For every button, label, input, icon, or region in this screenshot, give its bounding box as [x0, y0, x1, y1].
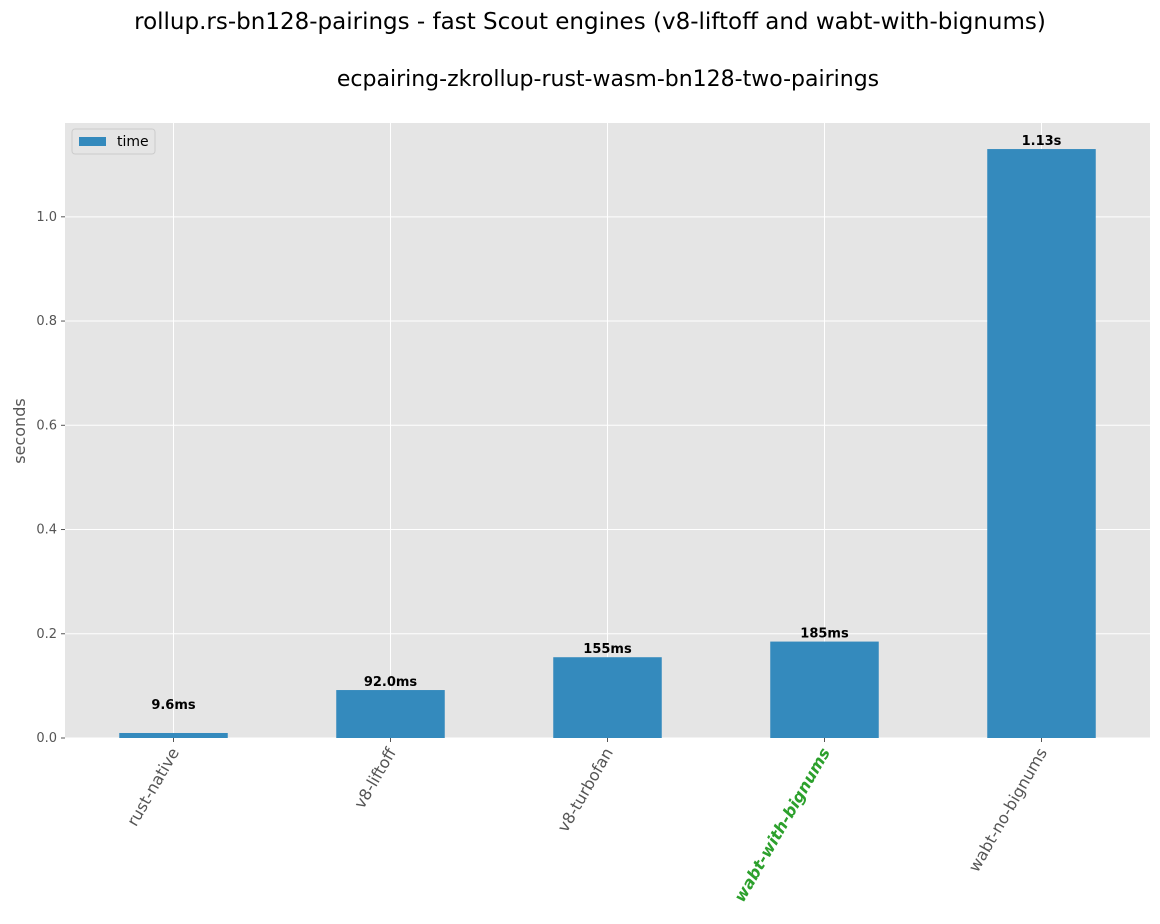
y-tick-label-1: 0.2 — [36, 627, 57, 642]
legend-label-time: time — [117, 134, 149, 150]
x-tick-label-wabt-no-bignums: wabt-no-bignums — [964, 745, 1050, 876]
y-tick-label-2: 0.4 — [36, 523, 57, 538]
x-tick-label-v8-turbofan: v8-turbofan — [554, 745, 617, 836]
chart-title: ecpairing-zkrollup-rust-wasm-bn128-two-p… — [337, 67, 879, 92]
bar-value-label-wabt-with-bignums: 185ms — [800, 627, 849, 642]
y-tick-label-0: 0.0 — [36, 731, 57, 746]
legend: time — [71, 128, 156, 155]
y-axis-ticks: 0.0 0.2 0.4 0.6 0.8 1.0 — [36, 210, 65, 746]
bar-value-label-wabt-no-bignums: 1.13s — [1022, 134, 1062, 149]
bar-value-label-v8-liftoff: 92.0ms — [364, 675, 418, 690]
bar-wabt-with-bignums — [770, 641, 879, 738]
y-tick-label-5: 1.0 — [36, 210, 57, 225]
bar-value-label-rust-native: 9.6ms — [151, 698, 196, 713]
x-tick-label-wabt-with-bignums: wabt-with-bignums — [730, 745, 834, 906]
figure-suptitle: rollup.rs-bn128-pairings - fast Scout en… — [134, 9, 1046, 35]
legend-swatch — [79, 137, 106, 146]
bar-rust-native — [119, 732, 228, 738]
y-tick-label-3: 0.6 — [36, 418, 57, 433]
bar-value-labels: 9.6ms 92.0ms 155ms 185ms 1.13s — [151, 134, 1061, 713]
x-axis-ticks: rust-native v8-liftoff v8-turbofan wabt-wit… — [123, 738, 1051, 905]
x-tick-label-v8-liftoff: v8-liftoff — [350, 744, 400, 812]
bar-wabt-no-bignums — [987, 149, 1096, 738]
x-tick-label-rust-native: rust-native — [123, 745, 183, 830]
bar-v8-turbofan — [553, 657, 662, 738]
y-axis-label: seconds — [10, 398, 29, 463]
bar-value-label-v8-turbofan: 155ms — [583, 642, 632, 657]
y-tick-label-4: 0.8 — [36, 314, 57, 329]
bars — [119, 149, 1096, 738]
legend-box — [71, 128, 156, 155]
bar-v8-liftoff — [336, 690, 445, 738]
